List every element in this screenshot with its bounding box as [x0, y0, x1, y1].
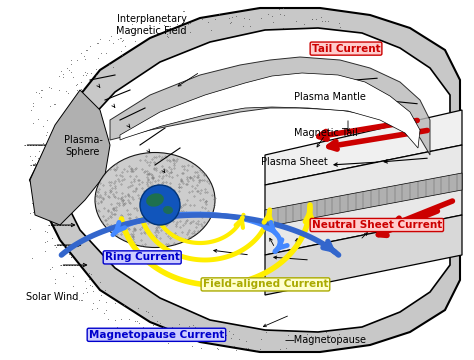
Text: Field-aligned Current: Field-aligned Current [203, 279, 328, 289]
Polygon shape [265, 215, 462, 295]
Polygon shape [120, 73, 420, 148]
Polygon shape [55, 28, 450, 332]
Text: Solar Wind: Solar Wind [26, 292, 78, 302]
Polygon shape [30, 8, 460, 352]
Ellipse shape [146, 193, 164, 207]
Polygon shape [30, 90, 110, 225]
Text: Interplanetary
Magnetic Field: Interplanetary Magnetic Field [117, 14, 187, 36]
Polygon shape [265, 173, 462, 227]
Polygon shape [110, 57, 430, 155]
Text: Neutral Sheet Current: Neutral Sheet Current [312, 220, 442, 230]
Ellipse shape [163, 206, 173, 214]
Text: Ring Current: Ring Current [105, 252, 180, 262]
Text: Plasma Mantle: Plasma Mantle [294, 92, 366, 102]
Text: —Magnetopause: —Magnetopause [284, 335, 366, 345]
Polygon shape [265, 145, 462, 255]
Text: Magnetic Tail: Magnetic Tail [294, 128, 357, 138]
Text: Magnetopause Current: Magnetopause Current [89, 330, 224, 340]
Ellipse shape [95, 153, 215, 248]
Polygon shape [265, 110, 462, 185]
Text: Plasma Sheet: Plasma Sheet [261, 157, 328, 167]
Circle shape [140, 185, 180, 225]
Text: Tail Current: Tail Current [312, 44, 380, 54]
Text: Plasma-
Sphere: Plasma- Sphere [64, 135, 102, 157]
